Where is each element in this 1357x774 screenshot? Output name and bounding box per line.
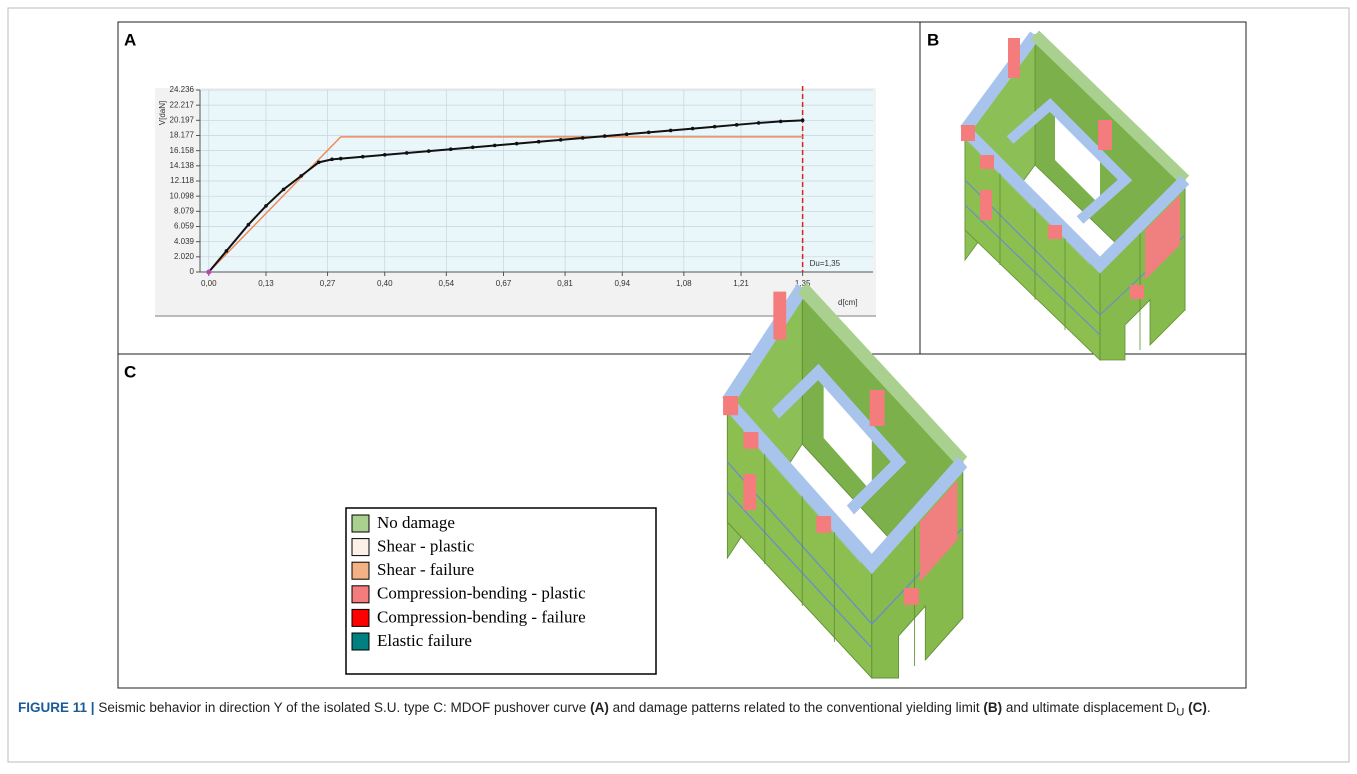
legend-swatch bbox=[352, 609, 369, 626]
page: A B C 0 2.020 4.039 6.059 8.079 10.098 12.118 1… bbox=[0, 0, 1357, 774]
panel-label: A bbox=[124, 30, 136, 49]
data-point bbox=[713, 125, 717, 129]
y-tick-label: 10.098 bbox=[170, 191, 195, 200]
x-axis-title: d[cm] bbox=[838, 298, 858, 307]
caption-text: and ultimate displacement D bbox=[1006, 700, 1176, 715]
caption-ref: (C) bbox=[1188, 700, 1207, 715]
data-point bbox=[282, 188, 286, 192]
caption: FIGURE 11 | Seismic behavior in directio… bbox=[18, 697, 1338, 724]
legend-label: No damage bbox=[377, 513, 455, 532]
data-point bbox=[493, 144, 497, 148]
legend-label: Shear - failure bbox=[377, 560, 474, 579]
y-tick-label: 18.177 bbox=[170, 131, 195, 140]
data-point bbox=[625, 132, 629, 136]
y-tick-label: 4.039 bbox=[174, 237, 195, 246]
data-point bbox=[757, 121, 761, 125]
legend-label: Elastic failure bbox=[377, 631, 472, 650]
legend-swatch bbox=[352, 586, 369, 603]
caption-text: . bbox=[1207, 700, 1211, 715]
panel-label: B bbox=[927, 30, 939, 49]
legend-swatch bbox=[352, 562, 369, 579]
data-point bbox=[537, 140, 541, 144]
origin-marker bbox=[206, 270, 211, 275]
y-tick-label: 24.236 bbox=[170, 85, 195, 94]
caption-ref: (B) bbox=[983, 700, 1002, 715]
legend-swatch bbox=[352, 539, 369, 556]
y-tick-label: 14.138 bbox=[170, 161, 195, 170]
x-tick-label: 1,08 bbox=[676, 279, 692, 288]
y-tick-label: 22.217 bbox=[170, 100, 195, 109]
data-point bbox=[603, 134, 607, 138]
y-axis-title: V[daN] bbox=[158, 101, 167, 125]
legend-label: Compression-bending - plastic bbox=[377, 584, 586, 603]
x-tick-label: 0,54 bbox=[439, 279, 455, 288]
data-point bbox=[559, 138, 563, 142]
y-tick-label: 0 bbox=[190, 267, 195, 276]
x-tick-label: 1,21 bbox=[733, 279, 749, 288]
x-tick-label: 0,27 bbox=[320, 279, 336, 288]
data-point bbox=[449, 147, 453, 151]
caption-subscript: U bbox=[1176, 707, 1184, 719]
data-point bbox=[735, 123, 739, 127]
data-point bbox=[691, 127, 695, 131]
x-tick-label: 0,67 bbox=[496, 279, 512, 288]
data-point bbox=[264, 204, 268, 208]
data-point bbox=[669, 129, 673, 133]
legend-label: Compression-bending - failure bbox=[377, 607, 586, 626]
data-point bbox=[225, 249, 229, 253]
data-point bbox=[247, 223, 251, 227]
building-ultimate bbox=[723, 288, 963, 678]
legend-label: Shear - plastic bbox=[377, 537, 475, 556]
x-tick-label: 0,00 bbox=[201, 279, 217, 288]
caption-label: FIGURE 11 | bbox=[18, 700, 95, 715]
data-point bbox=[801, 119, 805, 123]
data-point bbox=[405, 151, 409, 155]
caption-text: and damage patterns related to the conve… bbox=[613, 700, 980, 715]
panel-label: C bbox=[124, 362, 136, 381]
data-point bbox=[339, 157, 343, 161]
figure: A B C 0 2.020 4.039 6.059 8.079 10.098 12.118 1… bbox=[0, 0, 1357, 774]
ultimate-label: Du=1,35 bbox=[810, 259, 841, 268]
data-point bbox=[299, 174, 303, 178]
y-tick-label: 8.079 bbox=[174, 206, 195, 215]
data-point bbox=[330, 158, 334, 162]
data-point bbox=[515, 142, 519, 146]
y-tick-label: 16.158 bbox=[170, 146, 195, 155]
data-point bbox=[383, 153, 387, 157]
data-point bbox=[471, 146, 475, 150]
y-tick-label: 6.059 bbox=[174, 222, 195, 231]
caption-text: Seismic behavior in direction Y of the i… bbox=[98, 700, 586, 715]
y-tick-label: 2.020 bbox=[174, 252, 195, 261]
data-point bbox=[581, 136, 585, 140]
x-tick-label: 0,94 bbox=[614, 279, 630, 288]
caption-ref: (A) bbox=[590, 700, 609, 715]
data-point bbox=[317, 161, 321, 165]
legend-swatch bbox=[352, 515, 369, 532]
x-tick-label: 0,13 bbox=[258, 279, 274, 288]
building-yield bbox=[961, 35, 1185, 360]
data-point bbox=[427, 149, 431, 153]
legend-swatch bbox=[352, 633, 369, 650]
x-tick-label: 0,40 bbox=[377, 279, 393, 288]
data-point bbox=[361, 155, 365, 159]
y-tick-label: 20.197 bbox=[170, 115, 195, 124]
x-tick-label: 0,81 bbox=[557, 279, 573, 288]
data-point bbox=[779, 120, 783, 124]
data-point bbox=[647, 131, 651, 135]
y-tick-label: 12.118 bbox=[170, 176, 194, 185]
